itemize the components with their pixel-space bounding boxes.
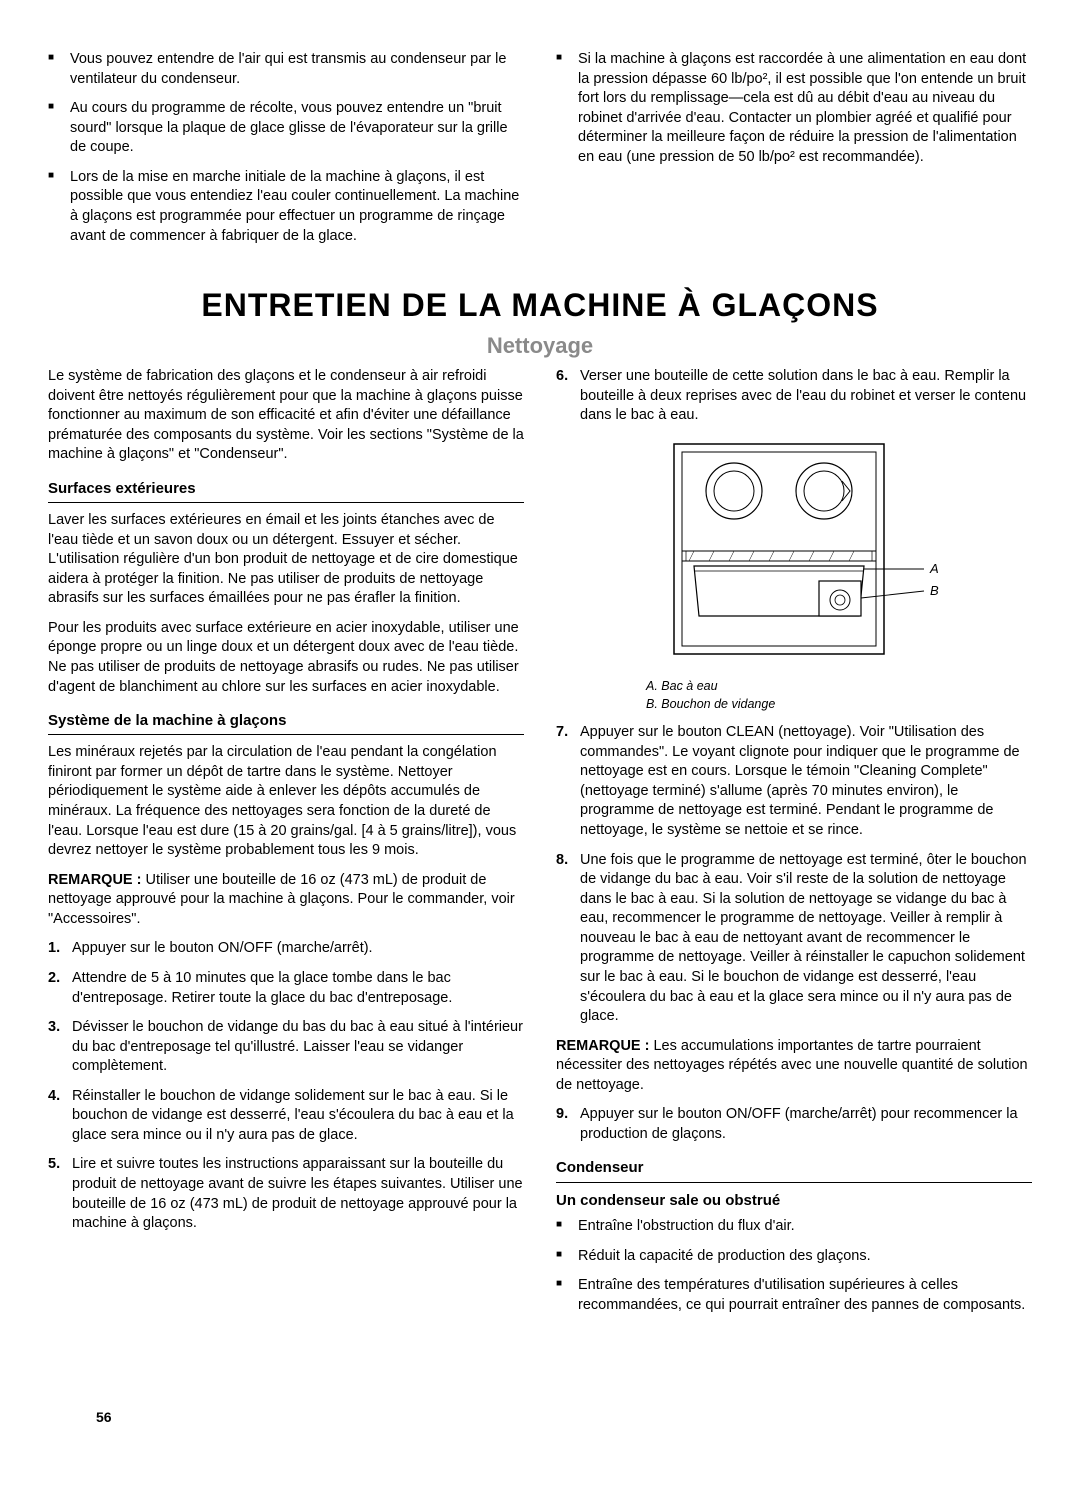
remark-label: REMARQUE : [48,872,145,888]
system-remark: REMARQUE : Utiliser une bouteille de 16 … [48,871,524,930]
bullet: Si la machine à glaçons est raccordée à … [556,50,1032,167]
ice-maker-diagram: A B [624,436,964,666]
steps-right-part2: Appuyer sur le bouton CLEAN (nettoyage).… [556,723,1032,1026]
bullet: Vous pouvez entendre de l'air qui est tr… [48,50,524,89]
system-heading: Système de la machine à glaçons [48,711,524,735]
bullet: Au cours du programme de récolte, vous p… [48,99,524,158]
bullet: Entraîne l'obstruction du flux d'air. [556,1217,1032,1237]
step-item: Lire et suivre toutes les instructions a… [48,1155,524,1233]
figure-label-b: B [930,583,939,598]
section-heading: Nettoyage [48,331,1032,361]
steps-right-part3: Appuyer sur le bouton ON/OFF (marche/arr… [556,1105,1032,1144]
top-col-left: Vous pouvez entendre de l'air qui est tr… [48,50,524,256]
step-item: Une fois que le programme de nettoyage e… [556,851,1032,1027]
step-item: Appuyer sur le bouton ON/OFF (marche/arr… [556,1105,1032,1144]
main-col-left: Le système de fabrication des glaçons et… [48,367,524,1325]
caption-a: A. Bac à eau [646,678,1032,696]
bullet: Lors de la mise en marche initiale de la… [48,168,524,246]
bullet: Réduit la capacité de production des gla… [556,1247,1032,1267]
page-number: 56 [96,1408,112,1427]
step-item: Dévisser le bouchon de vidange du bas du… [48,1018,524,1077]
top-bullet-columns: Vous pouvez entendre de l'air qui est tr… [48,50,1032,256]
surfaces-heading: Surfaces extérieures [48,479,524,503]
figure-label-a: A [929,561,939,576]
main-col-right: Verser une bouteille de cette solution d… [556,367,1032,1325]
caption-b: B. Bouchon de vidange [646,696,1032,714]
step-item: Attendre de 5 à 10 minutes que la glace … [48,969,524,1008]
main-heading: ENTRETIEN DE LA MACHINE À GLAÇONS [48,284,1032,327]
condenser-bullets: Entraîne l'obstruction du flux d'air. Ré… [556,1217,1032,1315]
figure-caption: A. Bac à eau B. Bouchon de vidange [646,678,1032,713]
condenser-subheading: Un condenseur sale ou obstrué [556,1191,1032,1211]
intro-paragraph: Le système de fabrication des glaçons et… [48,367,524,465]
condenser-heading: Condenseur [556,1158,1032,1182]
steps-left: Appuyer sur le bouton ON/OFF (marche/arr… [48,939,524,1233]
surfaces-p1: Laver les surfaces extérieures en émail … [48,511,524,609]
step-item: Réinstaller le bouchon de vidange solide… [48,1087,524,1146]
bullet: Entraîne des températures d'utilisation … [556,1276,1032,1315]
step-item: Verser une bouteille de cette solution d… [556,367,1032,426]
figure: A B [556,436,1032,673]
system-p1: Les minéraux rejetés par la circulation … [48,743,524,860]
step-item: Appuyer sur le bouton ON/OFF (marche/arr… [48,939,524,959]
surfaces-p2: Pour les produits avec surface extérieur… [48,619,524,697]
step-item: Appuyer sur le bouton CLEAN (nettoyage).… [556,723,1032,840]
top-col-right: Si la machine à glaçons est raccordée à … [556,50,1032,256]
steps-right-part1: Verser une bouteille de cette solution d… [556,367,1032,426]
remark2: REMARQUE : Les accumulations importantes… [556,1037,1032,1096]
remark-label: REMARQUE : [556,1038,653,1054]
main-columns: Le système de fabrication des glaçons et… [48,367,1032,1325]
